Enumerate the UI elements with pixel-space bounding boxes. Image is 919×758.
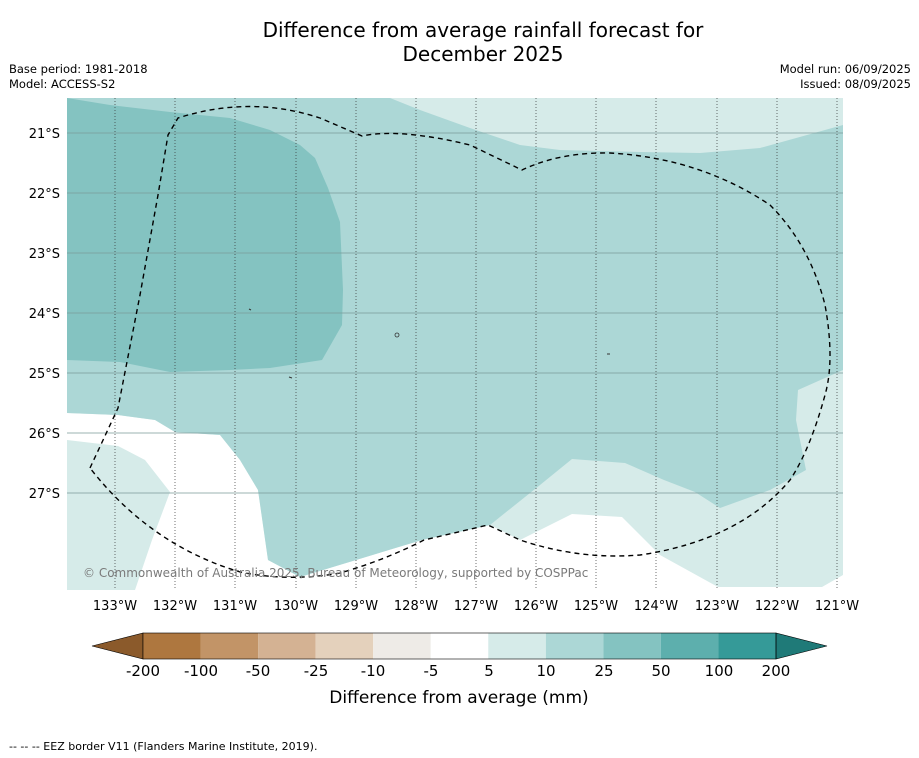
- colorbar-tick: 100: [705, 662, 734, 680]
- model-name: Model: ACCESS-S2: [9, 77, 116, 91]
- lon-label: 123°W: [695, 599, 739, 614]
- metadata-left: Base period: 1981-2018 Model: ACCESS-S2: [9, 62, 148, 92]
- colorbar-segment: [373, 633, 431, 659]
- lon-label: 129°W: [334, 599, 378, 614]
- rainfall-region-25-50: [67, 98, 343, 372]
- copyright-text: © Commonwealth of Australia 2025, Bureau…: [83, 566, 588, 580]
- colorbar-tick: 5: [484, 662, 494, 680]
- contour-mark: [394, 332, 400, 338]
- issued-date: Issued: 08/09/2025: [800, 77, 911, 91]
- colorbar-segment: [315, 633, 374, 659]
- colorbar-segment: [718, 633, 776, 659]
- lon-label: 132°W: [153, 599, 197, 614]
- colorbar-segment: [258, 633, 316, 659]
- colorbar-tick: -50: [246, 662, 271, 680]
- chart-title: Difference from average rainfall forecas…: [0, 18, 919, 66]
- colorbar-segment: [545, 633, 604, 659]
- lon-label: 128°W: [394, 599, 438, 614]
- colorbar-tick: -25: [304, 662, 329, 680]
- colorbar-arrow-low: [91, 632, 144, 660]
- colorbar-tick: 50: [651, 662, 670, 680]
- colorbar-tick: -10: [361, 662, 386, 680]
- lon-label: 124°W: [634, 599, 678, 614]
- colorbar-ticks: -200 -100 -50 -25 -10 -5 5 10 25 50 100 …: [126, 662, 790, 680]
- latitude-labels: 21°S 22°S 23°S 24°S 25°S 26°S 27°S: [29, 127, 60, 502]
- map-plot-area: [67, 98, 843, 590]
- colorbar-tick: 10: [536, 662, 555, 680]
- lon-label: 125°W: [574, 599, 618, 614]
- colorbar-segment: [488, 633, 546, 659]
- eez-border: [89, 105, 831, 578]
- lat-label: 24°S: [29, 307, 60, 322]
- title-line-2: December 2025: [402, 42, 564, 66]
- base-period: Base period: 1981-2018: [9, 62, 148, 76]
- model-run: Model run: 06/09/2025: [779, 62, 911, 76]
- lat-label: 21°S: [29, 127, 60, 142]
- colorbar-tick: -5: [424, 662, 439, 680]
- colorbar-tick: 200: [762, 662, 791, 680]
- contour-mark: [288, 376, 293, 379]
- longitude-labels: 133°W 132°W 131°W 130°W 129°W 128°W 127°…: [93, 599, 859, 614]
- lon-label: 131°W: [213, 599, 257, 614]
- colorbar-tick: -100: [184, 662, 218, 680]
- contour-mark: [248, 308, 252, 311]
- lat-label: 22°S: [29, 187, 60, 202]
- metadata-right: Model run: 06/09/2025 Issued: 08/09/2025: [780, 62, 911, 92]
- lat-label: 25°S: [29, 367, 60, 382]
- colorbar-tick: 25: [594, 662, 613, 680]
- lon-label: 133°W: [93, 599, 137, 614]
- lon-label: 122°W: [755, 599, 799, 614]
- colorbar-segment: [660, 633, 719, 659]
- lat-label: 26°S: [29, 427, 60, 442]
- colorbar-segment: [603, 633, 661, 659]
- lon-label: 126°W: [514, 599, 558, 614]
- colorbar-segment: [143, 633, 201, 659]
- lon-label: 127°W: [454, 599, 498, 614]
- latitude-gridlines: [67, 132, 843, 494]
- lat-label: 23°S: [29, 247, 60, 262]
- lat-label: 27°S: [29, 487, 60, 502]
- title-line-1: Difference from average rainfall forecas…: [262, 18, 704, 42]
- colorbar-segment: [430, 633, 489, 659]
- lon-label: 130°W: [274, 599, 318, 614]
- lon-label: 121°W: [815, 599, 859, 614]
- colorbar-tick: -200: [126, 662, 160, 680]
- colorbar: [91, 632, 828, 660]
- colorbar-label: Difference from average (mm): [329, 688, 588, 708]
- colorbar-arrow-high: [775, 632, 828, 660]
- colorbar-segment: [200, 633, 259, 659]
- eez-legend-note: -- -- -- EEZ border V11 (Flanders Marine…: [9, 740, 318, 753]
- longitude-gridlines: [114, 98, 838, 590]
- colorbar-outline: [142, 632, 777, 660]
